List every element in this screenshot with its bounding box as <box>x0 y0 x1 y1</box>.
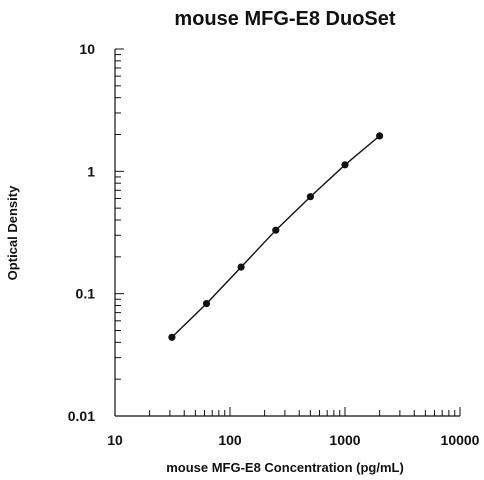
y-tick-label: 10 <box>79 41 95 57</box>
x-tick-label: 10000 <box>441 432 480 448</box>
tick-labels: 10 100 1000 10000 0.01 0.1 1 10 <box>68 41 480 448</box>
x-tick-label: 10 <box>107 432 123 448</box>
data-points <box>168 132 384 341</box>
data-point <box>237 263 245 271</box>
data-point <box>306 193 314 201</box>
chart-title: mouse MFG-E8 DuoSet <box>174 8 395 30</box>
x-axis-label: mouse MFG-E8 Concentration (pg/mL) <box>166 460 404 475</box>
series-group <box>168 132 384 341</box>
y-tick-label: 1 <box>87 163 95 179</box>
x-tick-label: 1000 <box>329 432 360 448</box>
data-point <box>376 132 384 140</box>
y-tick-label: 0.1 <box>76 286 96 302</box>
data-point <box>202 300 211 308</box>
series-line <box>171 135 381 338</box>
axes <box>114 49 460 417</box>
y-tick-label: 0.01 <box>68 408 95 424</box>
data-point <box>168 333 176 341</box>
minor-ticks <box>114 48 461 417</box>
data-point <box>272 226 280 234</box>
x-tick-label: 100 <box>218 432 242 448</box>
data-point <box>341 161 349 169</box>
y-axis-label: Optical Density <box>5 185 20 280</box>
